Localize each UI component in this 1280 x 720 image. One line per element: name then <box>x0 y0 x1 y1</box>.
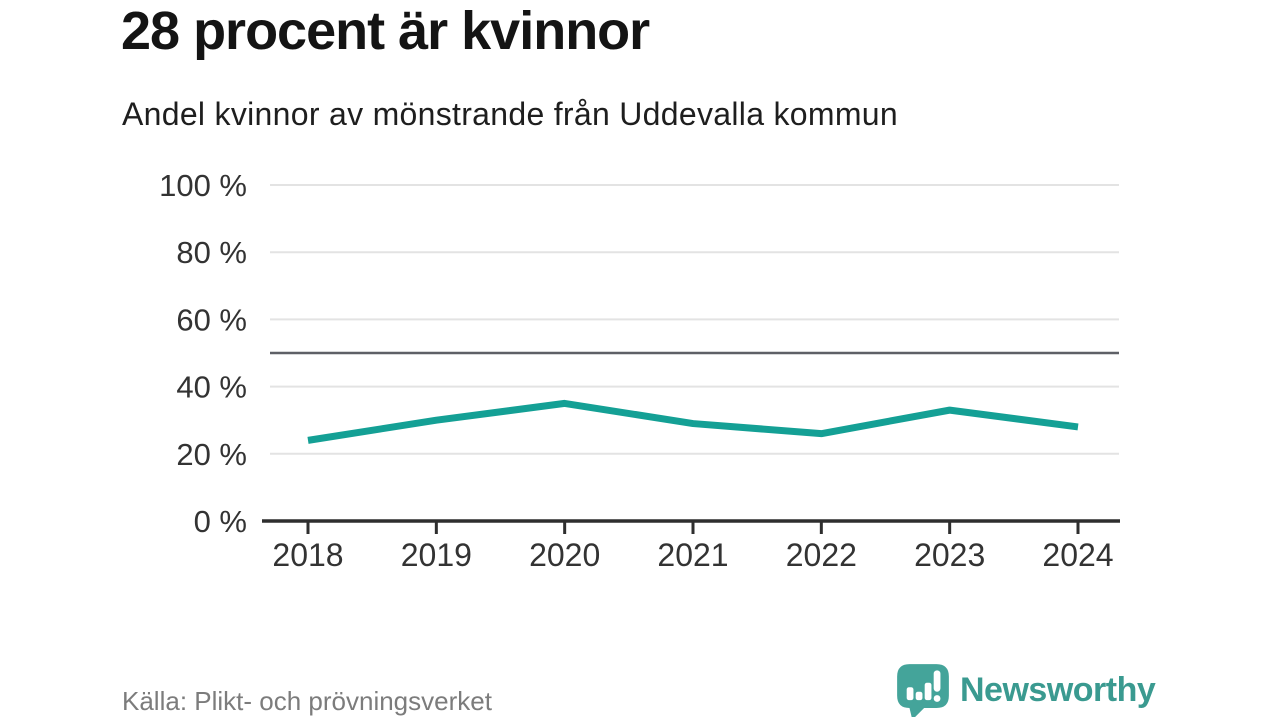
x-tick-label-2021: 2021 <box>657 537 728 573</box>
chart-subtitle: Andel kvinnor av mönstrande från Uddeval… <box>122 96 898 132</box>
logo-bubble-shape <box>897 664 949 717</box>
x-tick-label-2024: 2024 <box>1042 537 1113 573</box>
brand-name: Newsworthy <box>960 671 1156 709</box>
newsworthy-logo-icon <box>897 664 949 717</box>
logo-exclamation-stem <box>933 670 941 692</box>
y-tick-label-20: 20 % <box>176 437 247 472</box>
x-tick-label-2023: 2023 <box>914 537 985 573</box>
chart-title: 28 procent är kvinnor <box>121 1 650 61</box>
logo-exclamation-dot <box>933 695 941 702</box>
source-note: Källa: Plikt- och prövningsverket <box>122 686 492 716</box>
y-tick-label-100: 100 % <box>159 168 247 203</box>
y-tick-label-60: 60 % <box>176 302 247 337</box>
x-tick-label-2020: 2020 <box>529 537 600 573</box>
x-tick-label-2022: 2022 <box>786 537 857 573</box>
logo-bar-2 <box>915 691 923 701</box>
series-line-andel-kvinnor <box>307 399 1079 444</box>
logo-bar-1 <box>906 687 914 701</box>
x-tick-label-2019: 2019 <box>401 537 472 573</box>
y-tick-label-40: 40 % <box>176 370 247 405</box>
x-tick-label-2018: 2018 <box>272 537 343 573</box>
brand: Newsworthy <box>896 663 1156 717</box>
y-tick-label-0: 0 % <box>194 504 247 539</box>
y-tick-label-80: 80 % <box>176 235 247 270</box>
logo-bar-3 <box>924 682 932 701</box>
